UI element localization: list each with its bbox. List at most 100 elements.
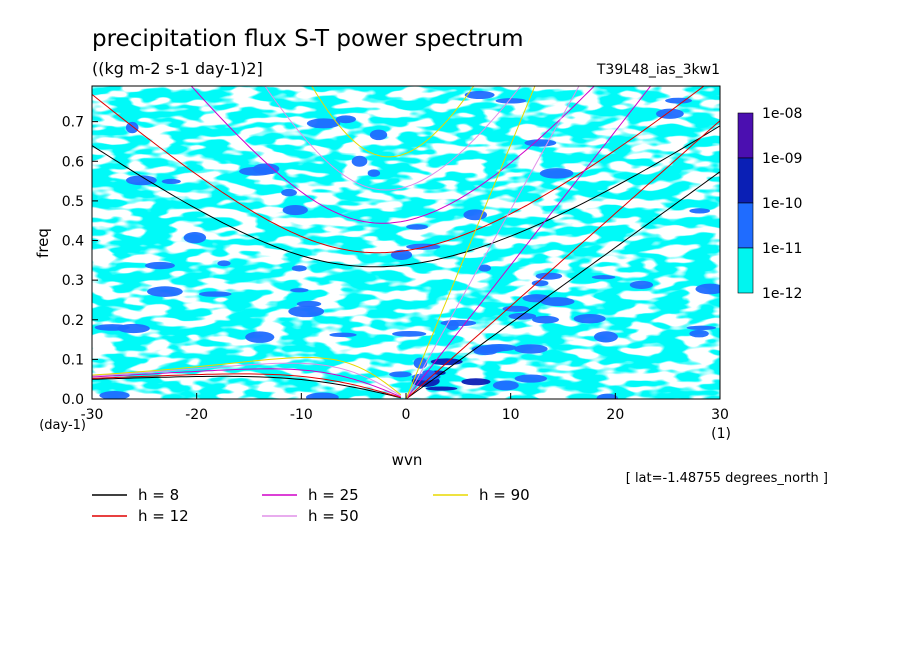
y-tick-label: 0.4: [62, 234, 84, 250]
power-cell: [425, 386, 458, 391]
colorbar-level-label: 1e-11: [762, 241, 802, 257]
power-cell: [144, 261, 175, 270]
power-cell: [689, 208, 711, 214]
latitude-annotation: [ lat=-1.48755 degrees_north ]: [626, 471, 828, 486]
x-tick-label: -10: [290, 407, 313, 423]
kelvin-curve: [405, 86, 580, 399]
power-cell: [329, 332, 357, 338]
power-cell: [281, 188, 297, 197]
legend-label: h = 90: [479, 486, 530, 504]
power-cell: [306, 118, 341, 129]
kelvin-curve: [405, 120, 720, 399]
power-cell: [252, 163, 280, 175]
curve-legend: h = 8 h = 12 h = 25 h = 50 h = 90: [92, 486, 530, 525]
y-tick-label: 0.1: [62, 352, 84, 368]
rossby-curve: [92, 362, 402, 397]
power-cell: [508, 312, 537, 320]
power-cell: [183, 232, 207, 244]
power-cell: [514, 344, 548, 354]
power-cell: [695, 283, 720, 295]
x-axis-label: wvn: [392, 451, 423, 469]
chart-title: precipitation flux S-T power spectrum: [92, 26, 524, 52]
x-axis: -30 -20 -10 0 10 20 30: [81, 393, 729, 423]
power-cell: [461, 378, 491, 386]
legend-label: h = 50: [308, 507, 359, 525]
power-cell: [335, 115, 356, 124]
power-cell: [445, 320, 459, 331]
power-cell: [369, 129, 388, 141]
power-cell: [689, 329, 709, 338]
legend-label: h = 8: [138, 486, 179, 504]
inertio-gravity-curve: [92, 125, 720, 268]
power-cell: [161, 178, 181, 185]
power-cell: [282, 204, 308, 216]
power-cell: [351, 155, 368, 167]
colorbar-swatch: [737, 112, 754, 159]
y-tick-label: 0.7: [62, 115, 84, 131]
legend-label: h = 25: [308, 486, 359, 504]
kelvin-curve: [405, 86, 652, 399]
y-axis-label: freq: [34, 228, 52, 258]
dispersion-curves: [92, 86, 720, 399]
power-cell: [686, 325, 717, 331]
power-cell: [473, 347, 498, 356]
power-cell: [464, 90, 495, 100]
y-tick-label: 0.5: [62, 194, 84, 210]
power-cell: [591, 275, 616, 280]
chart-units: ((kg m-2 s-1 day-1)2]: [92, 59, 263, 78]
run-name: T39L48_ias_3kw1: [596, 62, 720, 78]
power-cell: [478, 264, 491, 272]
power-cell: [290, 288, 309, 293]
x-tick-label: 10: [502, 407, 520, 423]
power-cell: [629, 280, 654, 289]
colorbar: 1e-08 1e-09 1e-10 1e-11 1e-12: [737, 106, 802, 302]
y-tick-label: 0.6: [62, 154, 84, 170]
inertio-gravity-curve: [264, 86, 522, 191]
power-cell: [117, 323, 150, 334]
power-cell: [217, 260, 231, 267]
spectrum-contour-fill: [92, 86, 720, 399]
power-cell: [593, 331, 618, 343]
y-tick-label: 0.2: [62, 313, 84, 329]
power-cell: [99, 391, 130, 399]
y-tick-label: 0.3: [62, 273, 84, 289]
power-cell: [665, 97, 692, 104]
power-cell: [535, 272, 563, 280]
rossby-curve: [92, 373, 401, 398]
power-cell: [573, 314, 606, 324]
power-cell: [291, 265, 307, 272]
x-tick-label: 0: [402, 407, 411, 423]
power-cell: [245, 331, 275, 343]
colorbar-level-label: 1e-10: [762, 196, 802, 212]
colorbar-swatch: [737, 202, 754, 249]
power-cell: [125, 175, 157, 186]
y-axis: 0.0 0.1 0.2 0.3 0.4 0.5 0.6 0.7: [62, 115, 98, 408]
power-cell: [514, 374, 548, 383]
power-cell: [296, 300, 322, 307]
x-tick-label: 20: [606, 407, 624, 423]
power-cell: [522, 294, 551, 303]
plot-area: [92, 86, 720, 399]
power-cell: [288, 305, 325, 318]
colorbar-swatch: [737, 247, 754, 294]
kelvin-curve: [405, 86, 536, 399]
power-cell: [524, 139, 557, 147]
power-cell: [596, 393, 618, 399]
x-tick-label: -30: [81, 407, 104, 423]
rossby-curve: [92, 375, 401, 399]
power-cells: [94, 90, 720, 399]
power-cell: [406, 224, 428, 230]
power-cell: [198, 291, 232, 297]
y-tick-label: 0.0: [62, 392, 84, 408]
power-cell: [125, 121, 139, 134]
power-cell: [532, 315, 559, 324]
power-cell: [147, 286, 183, 297]
x-tick-label: -20: [185, 407, 208, 423]
colorbar-swatch: [737, 157, 754, 204]
power-cell: [392, 330, 427, 337]
power-cell: [367, 169, 381, 177]
power-cell: [502, 305, 530, 312]
colorbar-level-label: 1e-09: [762, 151, 802, 167]
power-cell: [495, 98, 527, 104]
